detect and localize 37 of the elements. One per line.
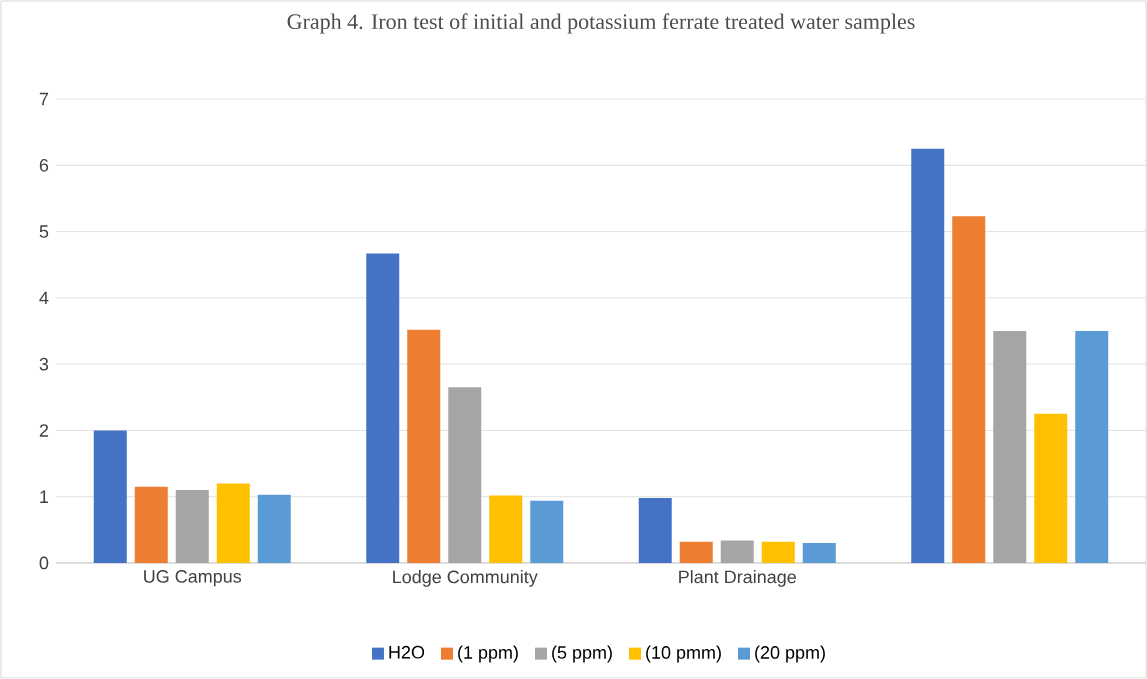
- x-tick-label: UG Campus: [144, 570, 242, 587]
- y-tick-label: 2: [39, 424, 49, 437]
- y-tick-label: 4: [39, 291, 49, 305]
- bar: [407, 329, 441, 563]
- legend-label: (10 pmm): [646, 645, 721, 663]
- chart-title: Graph 4. Iron test of initial and potassium ferrate treated water samples: [287, 13, 915, 34]
- y-tick-label: 5: [39, 225, 49, 238]
- x-tick-label: Lodge Community: [393, 570, 538, 587]
- legend-label: (20 ppm): [755, 645, 825, 663]
- bar: [175, 490, 209, 563]
- bar: [638, 498, 672, 563]
- legend-label: (5 ppm): [552, 645, 612, 663]
- bar: [93, 430, 127, 563]
- bar: [1034, 413, 1068, 563]
- bar: [216, 483, 250, 563]
- bar: [679, 541, 713, 563]
- y-tick-label: 6: [39, 158, 49, 172]
- bar: [911, 148, 945, 563]
- bar: [720, 540, 754, 563]
- bar: [530, 500, 564, 563]
- y-tick-label: 1: [40, 490, 49, 503]
- bar: [134, 486, 168, 563]
- bar: [366, 253, 400, 563]
- y-tick-label: 0: [39, 556, 49, 570]
- bar: [448, 387, 482, 563]
- bar: [802, 543, 836, 563]
- bar: [257, 494, 291, 563]
- bar: [993, 331, 1027, 563]
- bar: [952, 216, 986, 563]
- bar: [1075, 331, 1109, 563]
- legend-label: (1 ppm): [458, 645, 518, 663]
- y-tick-label: 3: [39, 357, 49, 371]
- bar: [489, 495, 523, 563]
- y-tick-label: 7: [39, 92, 49, 106]
- x-tick-label: Plant Drainage: [679, 570, 796, 587]
- legend-label: H2O: [389, 645, 425, 659]
- bar: [761, 541, 795, 563]
